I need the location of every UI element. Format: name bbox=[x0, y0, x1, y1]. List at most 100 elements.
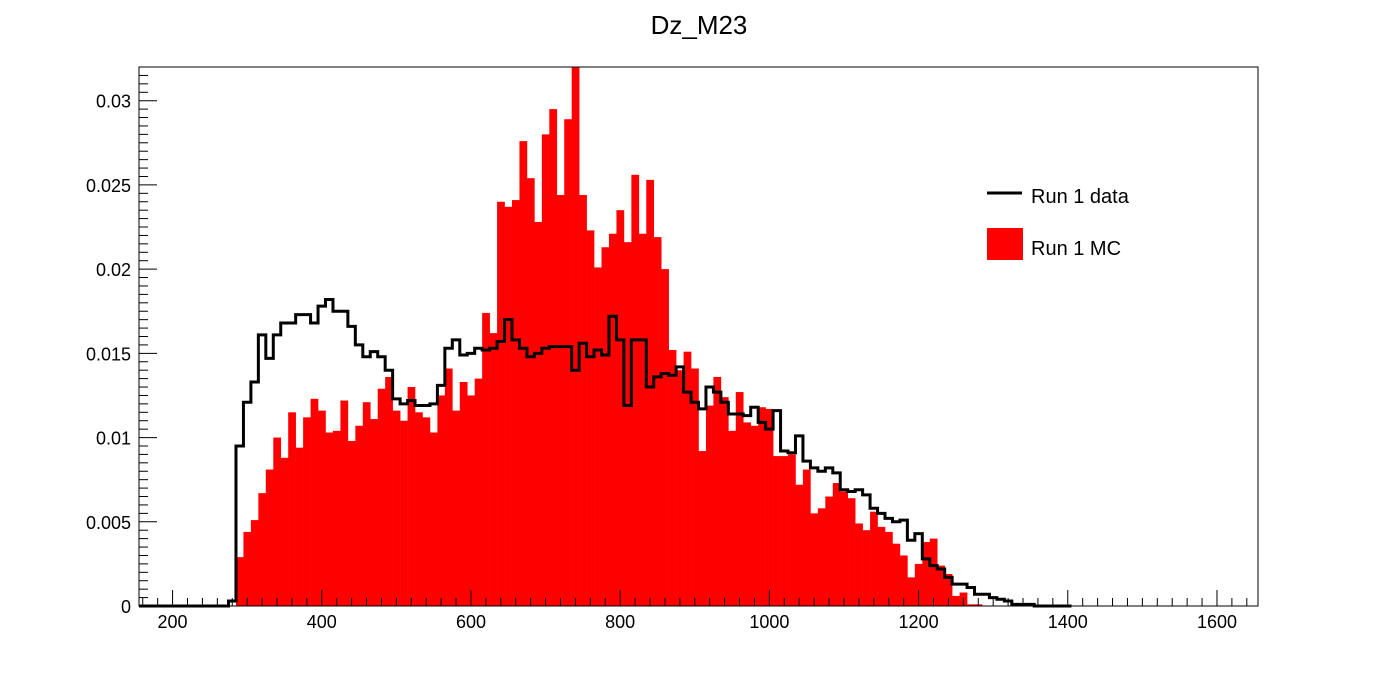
x-tick-label: 1400 bbox=[1048, 612, 1088, 632]
mc-bar bbox=[295, 447, 304, 606]
mc-bar bbox=[519, 141, 528, 607]
mc-bar bbox=[400, 420, 408, 606]
y-tick-label: 0.03 bbox=[96, 92, 131, 112]
mc-bar bbox=[907, 577, 916, 606]
y-tick-label: 0.015 bbox=[86, 344, 131, 364]
mc-bar bbox=[407, 387, 416, 606]
mc-bar bbox=[855, 523, 863, 606]
mc-bar bbox=[310, 398, 319, 606]
mc-bar bbox=[817, 508, 826, 606]
mc-bar bbox=[459, 381, 468, 606]
legend-swatch-run1-mc bbox=[987, 228, 1023, 260]
mc-bar bbox=[765, 408, 774, 606]
mc-bar bbox=[280, 457, 289, 606]
y-tick-label: 0.02 bbox=[96, 260, 131, 280]
x-axis: 200 400 600 800 1000 1200 1400 1600 bbox=[142, 590, 1248, 632]
mc-bar bbox=[452, 410, 461, 606]
mc-bar bbox=[265, 469, 274, 606]
x-tick-label: 600 bbox=[456, 612, 486, 632]
mc-bar bbox=[832, 483, 841, 606]
mc-bar bbox=[922, 541, 931, 606]
mc-bar bbox=[594, 267, 602, 606]
mc-bar bbox=[653, 237, 662, 606]
mc-bar bbox=[250, 520, 259, 606]
mc-bar bbox=[885, 531, 893, 606]
x-tick-label: 1000 bbox=[749, 612, 789, 632]
mc-bar bbox=[795, 484, 804, 606]
mc-bar bbox=[608, 233, 617, 606]
x-tick-label: 1600 bbox=[1197, 612, 1237, 632]
mc-bar bbox=[750, 425, 759, 606]
mc-bar bbox=[735, 392, 744, 606]
mc-bar bbox=[422, 417, 431, 606]
mc-bar bbox=[415, 412, 423, 606]
mc-bar bbox=[967, 604, 975, 606]
mc-bar bbox=[937, 565, 945, 606]
series-run1-data-line bbox=[139, 297, 1072, 608]
mc-bar bbox=[899, 555, 908, 606]
mc-bar bbox=[377, 388, 386, 606]
mc-bar bbox=[235, 557, 244, 606]
mc-bar bbox=[340, 400, 349, 606]
mc-bar bbox=[728, 430, 737, 606]
mc-bar bbox=[429, 432, 438, 606]
mc-bar bbox=[258, 493, 267, 606]
mc-bar bbox=[564, 119, 572, 606]
mc-bar bbox=[952, 595, 960, 606]
x-tick-label: 1200 bbox=[899, 612, 939, 632]
mc-bar bbox=[586, 230, 595, 606]
mc-bar bbox=[847, 498, 856, 606]
mc-bar bbox=[780, 456, 789, 606]
mc-bar bbox=[914, 563, 923, 606]
mc-bar bbox=[646, 179, 655, 606]
mc-bar bbox=[482, 312, 490, 606]
mc-bar bbox=[437, 395, 446, 606]
mc-bar bbox=[698, 451, 707, 606]
mc-bar bbox=[720, 397, 729, 606]
mc-bar bbox=[385, 376, 393, 606]
mc-bar bbox=[504, 206, 513, 607]
mc-bar bbox=[676, 370, 684, 606]
mc-bar bbox=[840, 491, 848, 606]
mc-bar bbox=[303, 417, 311, 606]
mc-bar bbox=[773, 456, 781, 606]
mc-bar bbox=[661, 269, 669, 607]
mc-bar bbox=[758, 407, 766, 606]
mc-bar bbox=[474, 378, 483, 606]
mc-bar bbox=[571, 67, 580, 606]
mc-bar bbox=[512, 200, 520, 606]
y-tick-label: 0 bbox=[121, 597, 131, 617]
mc-bar bbox=[362, 402, 371, 606]
y-tick-label: 0.01 bbox=[96, 429, 131, 449]
mc-bar bbox=[355, 425, 364, 606]
legend: Run 1 data Run 1 MC bbox=[987, 186, 1130, 260]
mc-bar bbox=[556, 195, 565, 606]
mc-bar bbox=[862, 530, 871, 606]
mc-bar bbox=[788, 454, 796, 606]
y-tick-label: 0.025 bbox=[86, 176, 131, 196]
mc-bar bbox=[392, 410, 401, 606]
mc-bar bbox=[802, 469, 811, 606]
mc-bar bbox=[691, 368, 699, 606]
mc-bar bbox=[623, 242, 632, 607]
mc-bar bbox=[631, 174, 640, 607]
mc-bar bbox=[668, 349, 677, 606]
plot-area: 200 400 600 800 1000 1200 1400 1600 00.0050.010… bbox=[86, 66, 1259, 632]
y-axis: 0 0.005 0.01 0.015 0.02 0.025 0.03 bbox=[86, 66, 157, 617]
mc-bar bbox=[332, 430, 341, 606]
legend-label-run1-data: Run 1 data bbox=[1031, 186, 1130, 208]
mc-bar bbox=[467, 395, 475, 606]
mc-bar bbox=[549, 109, 558, 607]
mc-bar bbox=[929, 538, 938, 607]
mc-bar bbox=[579, 195, 587, 606]
mc-bar bbox=[370, 419, 379, 606]
mc-bar bbox=[601, 247, 610, 607]
mc-bar bbox=[243, 531, 252, 606]
mc-bar bbox=[526, 178, 535, 607]
x-tick-label: 800 bbox=[605, 612, 635, 632]
mc-bar bbox=[713, 376, 722, 606]
mc-bar bbox=[347, 440, 356, 606]
mc-bar bbox=[944, 574, 953, 606]
mc-bar bbox=[318, 410, 326, 606]
